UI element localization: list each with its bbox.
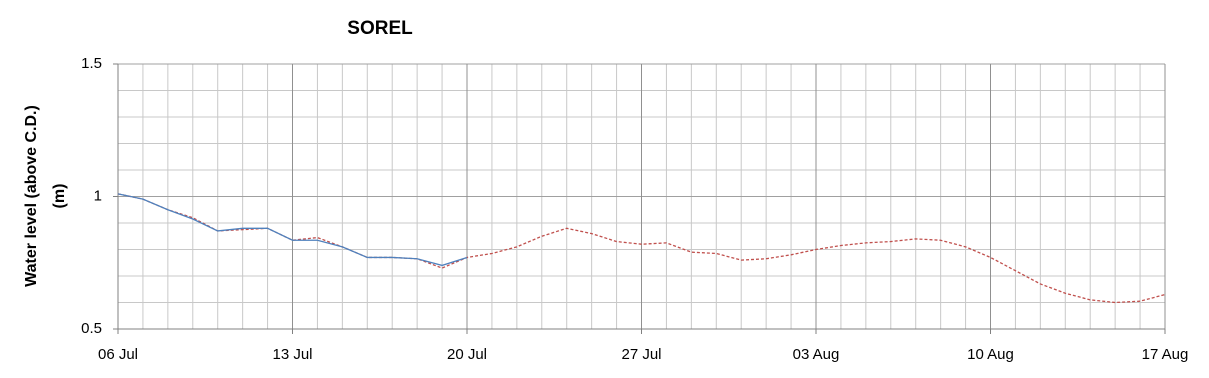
x-tick-label: 27 Jul xyxy=(621,346,661,363)
x-tick-label: 13 Jul xyxy=(272,346,312,363)
x-tick-label: 03 Aug xyxy=(793,346,840,363)
y-tick-label: 0.5 xyxy=(81,320,102,337)
series-line xyxy=(117,193,468,267)
y-axis-label: Water level (above C.D.) xyxy=(23,105,40,287)
chart-title: SOREL xyxy=(347,18,413,39)
x-tick-label: 06 Jul xyxy=(98,346,138,363)
x-tick-label: 10 Aug xyxy=(967,346,1014,363)
y-tick-label: 1.5 xyxy=(81,55,102,72)
y-tick-label: 1 xyxy=(94,187,102,204)
y-axis-label: (m) xyxy=(51,184,68,209)
x-tick-label: 17 Aug xyxy=(1142,346,1189,363)
series-line xyxy=(117,193,1166,304)
x-tick-label: 20 Jul xyxy=(447,346,487,363)
